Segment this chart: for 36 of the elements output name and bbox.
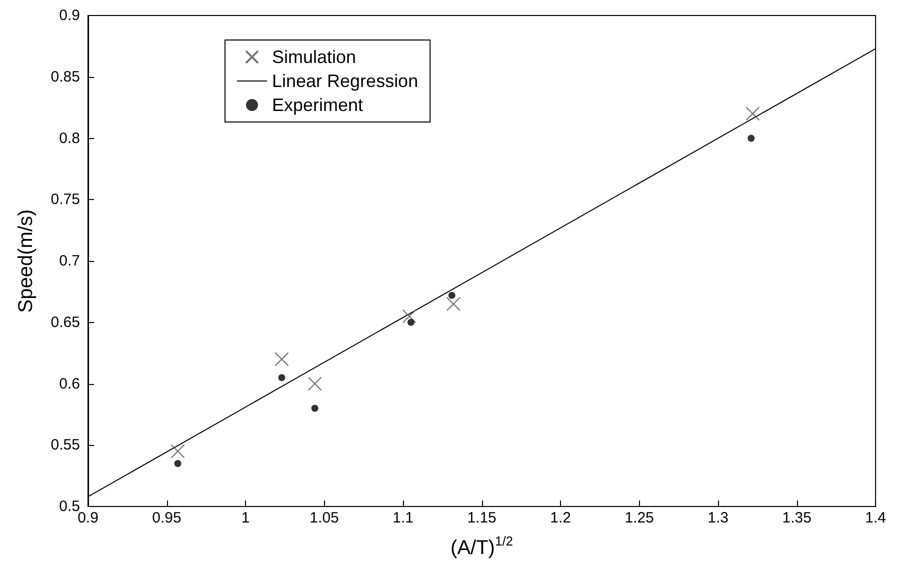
point [308, 376, 322, 391]
y-tick-label: 0.65 [50, 314, 80, 331]
x-tick-label: 1.25 [624, 510, 654, 526]
y-tick-label: 0.5 [59, 498, 80, 515]
y-axis-title: Speed(m/s) [15, 209, 37, 313]
y-tick-label: 0.55 [50, 436, 80, 454]
point [170, 444, 185, 458]
point [311, 404, 318, 412]
legend-label: Simulation [272, 47, 356, 67]
point [278, 374, 286, 382]
x-tick-label: 1.2 [550, 510, 571, 526]
point [402, 309, 416, 324]
x-tick-label: 0.95 [152, 510, 182, 526]
x-tick-label: 1.3 [708, 510, 728, 526]
point [174, 460, 182, 468]
point [446, 296, 461, 312]
x-tick-label: 1.05 [310, 510, 339, 526]
point [407, 318, 414, 326]
x-tick-label: 1 [241, 510, 250, 526]
x-tick-label: 1.1 [392, 510, 414, 526]
x-tick-label: 1.15 [467, 510, 496, 526]
point [746, 106, 760, 121]
y-tick-label: 0.8 [59, 130, 80, 147]
x-tick-label: 1.35 [782, 510, 812, 526]
point [274, 352, 289, 366]
y-tick-label: 0.9 [59, 7, 80, 24]
y-tick-label: 0.75 [50, 191, 80, 208]
legend-label: Linear Regression [272, 71, 418, 91]
x-tick-label: 0.9 [78, 510, 98, 526]
legend-label: Experiment [272, 95, 364, 115]
y-tick-label: 0.6 [59, 375, 80, 392]
x-tick-label: 1.4 [865, 510, 886, 526]
y-tick-label: 0.7 [59, 252, 80, 270]
y-tick-label: 0.85 [50, 68, 80, 86]
point [448, 292, 456, 299]
point [748, 134, 755, 142]
